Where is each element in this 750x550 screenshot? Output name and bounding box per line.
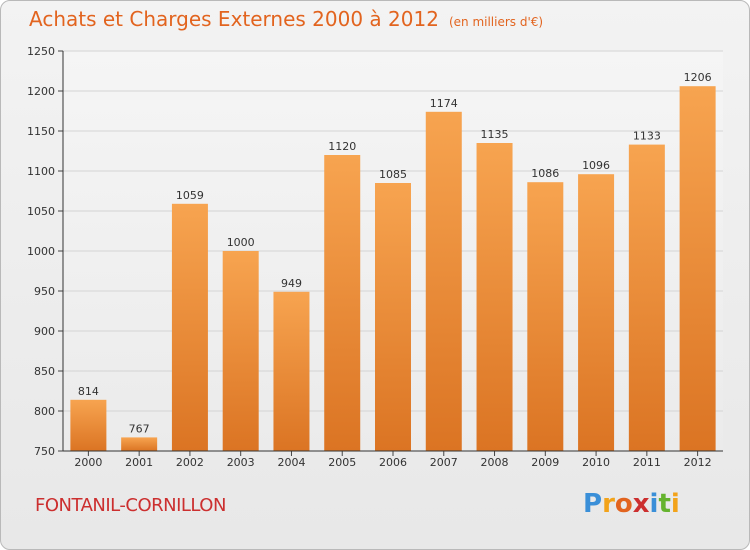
value-label: 1096 [582, 159, 610, 172]
bar-2011 [628, 144, 665, 451]
x-tick-label: 2009 [531, 456, 559, 469]
x-tick-label: 2003 [227, 456, 255, 469]
y-tick-label: 850 [34, 365, 55, 378]
bar-2006 [375, 183, 411, 451]
value-label: 949 [281, 277, 302, 290]
logo-letter: i [649, 489, 659, 519]
bar-2002 [171, 203, 208, 451]
place-name: FONTANIL-CORNILLON [35, 495, 226, 516]
bars [70, 86, 716, 452]
logo-letter: t [658, 489, 671, 519]
logo-letter: x [632, 489, 650, 519]
value-label: 1133 [633, 130, 661, 143]
bar-2012 [679, 86, 716, 451]
labels: 750 800 850 900 950 1000 1050 1100 1150 1200 1250 8… [27, 45, 712, 469]
proxiti-logo: Proxiti [583, 489, 680, 519]
bar-2003 [222, 251, 259, 451]
logo-letter: r [602, 489, 615, 519]
bar-2004 [273, 291, 310, 451]
value-label: 1206 [684, 71, 712, 84]
logo-letter: i [670, 489, 680, 519]
y-tick-label: 1150 [27, 125, 55, 138]
value-label: 1174 [430, 97, 458, 110]
y-tick-label: 750 [34, 445, 55, 458]
y-tick-label: 800 [34, 405, 55, 418]
x-tick-label: 2005 [328, 456, 356, 469]
y-tick-label: 1200 [27, 85, 55, 98]
bar-2007 [425, 111, 462, 452]
value-label: 767 [129, 422, 150, 435]
x-tick-label: 2008 [481, 456, 509, 469]
y-tick-label: 1100 [27, 165, 55, 178]
x-tick-label: 2012 [684, 456, 712, 469]
x-tick-label: 2002 [176, 456, 204, 469]
logo-letter: P [583, 489, 603, 519]
chart-unit: (en milliers d'€) [448, 15, 544, 29]
y-tick-label: 1050 [27, 205, 55, 218]
bar-2009 [527, 182, 564, 451]
value-label: 814 [78, 385, 99, 398]
chart-title: Achats et Charges Externes 2000 à 2012 [29, 7, 439, 31]
x-tick-label: 2011 [633, 456, 661, 469]
value-label: 1135 [481, 128, 509, 141]
value-label: 1000 [227, 236, 255, 249]
x-tick-label: 2004 [277, 456, 305, 469]
bar-2008 [476, 143, 513, 451]
bar-2005 [324, 155, 361, 451]
bar-2000 [70, 399, 107, 451]
value-label: 1120 [328, 140, 356, 153]
y-tick-label: 950 [34, 285, 55, 298]
bar-2010 [578, 174, 615, 451]
value-label: 1085 [379, 168, 407, 181]
value-label: 1059 [176, 189, 204, 202]
chart-title-block: Achats et Charges Externes 2000 à 2012 (e… [29, 7, 543, 31]
logo-letter: o [614, 489, 633, 519]
axes [58, 50, 723, 456]
x-tick-label: 2001 [125, 456, 153, 469]
bar-2001 [121, 437, 158, 451]
value-label: 1086 [531, 167, 559, 180]
x-tick-label: 2000 [74, 456, 102, 469]
y-tick-label: 1000 [27, 245, 55, 258]
y-tick-label: 1250 [27, 45, 55, 58]
x-tick-label: 2006 [379, 456, 407, 469]
x-tick-label: 2010 [582, 456, 610, 469]
y-tick-label: 900 [34, 325, 55, 338]
x-tick-label: 2007 [430, 456, 458, 469]
